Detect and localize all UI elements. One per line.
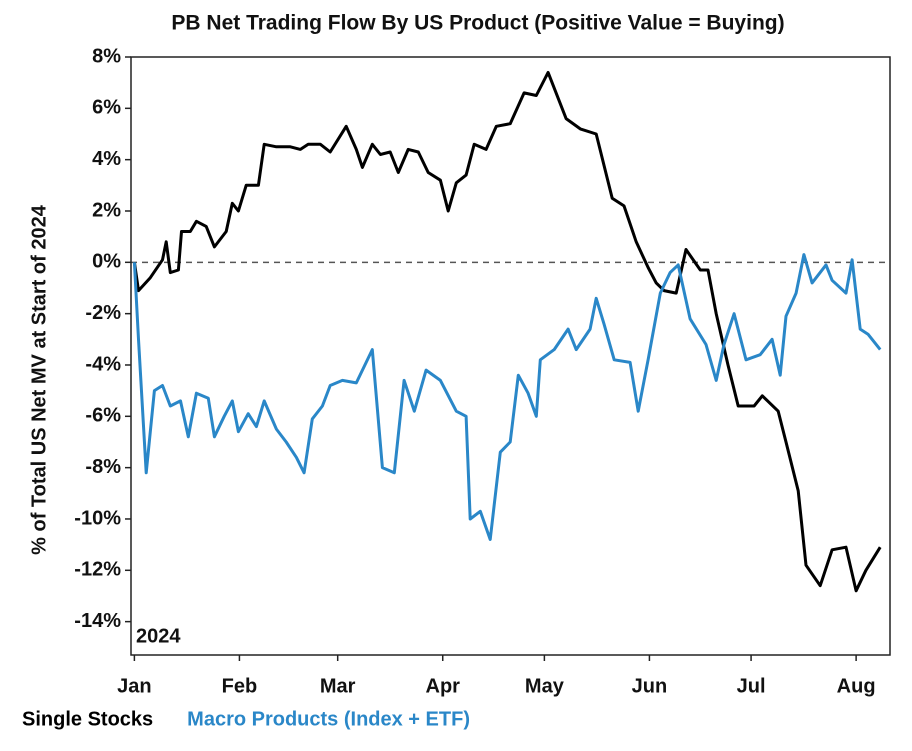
y-tick-label: -10% bbox=[74, 507, 121, 529]
x-tick-label: Jun bbox=[632, 675, 668, 697]
y-tick-label: -4% bbox=[85, 353, 121, 375]
x-tick-label: Mar bbox=[320, 675, 356, 697]
y-axis-label: % of Total US Net MV at Start of 2024 bbox=[28, 204, 50, 555]
y-tick-label: 0% bbox=[92, 251, 121, 273]
x-tick-label: Aug bbox=[837, 675, 876, 697]
x-tick-label: Jul bbox=[737, 675, 766, 697]
y-tick-label: 6% bbox=[92, 97, 121, 119]
series-line bbox=[132, 70, 882, 593]
legend-entry: Single Stocks bbox=[22, 708, 153, 730]
series-line bbox=[132, 253, 882, 541]
x-tick-label: Feb bbox=[222, 675, 258, 697]
x-tick-label: May bbox=[525, 675, 565, 697]
x-tick-label: Jan bbox=[117, 675, 151, 697]
y-tick-label: 2% bbox=[92, 199, 121, 221]
y-tick-label: -2% bbox=[85, 302, 121, 324]
y-tick-label: 4% bbox=[92, 148, 121, 170]
plot-frame bbox=[130, 56, 891, 656]
x-tick-label: Apr bbox=[426, 675, 461, 697]
y-tick-label: -14% bbox=[74, 610, 121, 632]
y-tick-label: -12% bbox=[74, 559, 121, 581]
annotation: 2024 bbox=[136, 625, 181, 647]
y-tick-label: 8% bbox=[92, 45, 121, 67]
y-tick-label: -8% bbox=[85, 456, 121, 478]
legend-entry: Macro Products (Index + ETF) bbox=[187, 708, 470, 730]
y-tick-label: -6% bbox=[85, 405, 121, 427]
chart-title: PB Net Trading Flow By US Product (Posit… bbox=[171, 12, 784, 35]
